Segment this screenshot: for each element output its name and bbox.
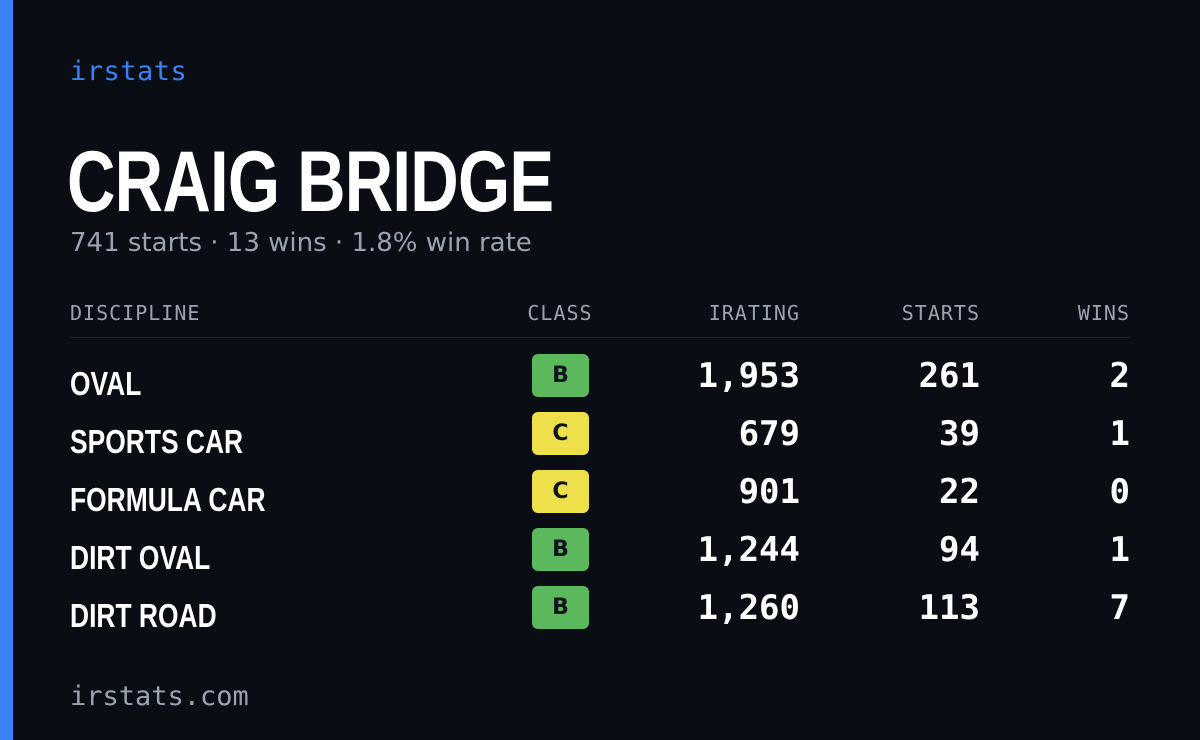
starts-value: 113 [918,588,980,628]
table-row: FORMULA CAR C 901 22 0 [70,470,1130,528]
discipline-name: OVAL [70,365,142,402]
header-discipline: DISCIPLINE [70,301,201,325]
header-irating: IRATING [708,301,800,325]
wins-value: 2 [1109,356,1130,396]
driver-name: CRAIG BRIDGE [67,134,554,230]
class-badge: C [532,470,589,513]
header-class-label: CLASS [527,301,593,325]
discipline-name: DIRT OVAL [70,539,211,576]
table-header: DISCIPLINE CLASS IRATING STARTS WINS [70,300,1130,338]
wins-value: 1 [1109,414,1130,454]
class-badge: B [532,354,589,397]
wins-value: 1 [1109,530,1130,570]
driver-summary: 741 starts · 13 wins · 1.8% win rate [70,228,532,258]
irating-value: 1,953 [697,356,800,396]
table-row: OVAL B 1,953 261 2 [70,354,1130,412]
irating-value: 679 [738,414,800,454]
wins-value: 0 [1109,472,1130,512]
header-wins: WINS [1077,301,1130,325]
table-body: OVAL B 1,953 261 2 SPORTS CAR C 679 39 1… [70,354,1130,644]
accent-bar [0,0,13,740]
class-badge: C [532,412,589,455]
starts-value: 261 [918,356,980,396]
discipline-name: DIRT ROAD [70,597,217,634]
starts-value: 22 [939,472,980,512]
class-badge: B [532,586,589,629]
class-badge: B [532,528,589,571]
irating-value: 901 [738,472,800,512]
table-row: DIRT ROAD B 1,260 113 7 [70,586,1130,644]
irating-value: 1,244 [697,530,800,570]
table-row: SPORTS CAR C 679 39 1 [70,412,1130,470]
starts-value: 94 [939,530,980,570]
discipline-name: SPORTS CAR [70,423,244,460]
brand-logo: irstats [70,56,188,87]
table-row: DIRT OVAL B 1,244 94 1 [70,528,1130,586]
irating-value: 1,260 [697,588,800,628]
starts-value: 39 [939,414,980,454]
header-starts: STARTS [901,301,980,325]
footer-url: irstats.com [70,681,249,712]
stats-table: DISCIPLINE CLASS IRATING STARTS WINS OVA… [70,300,1130,644]
discipline-name: FORMULA CAR [70,481,266,518]
wins-value: 7 [1109,588,1130,628]
